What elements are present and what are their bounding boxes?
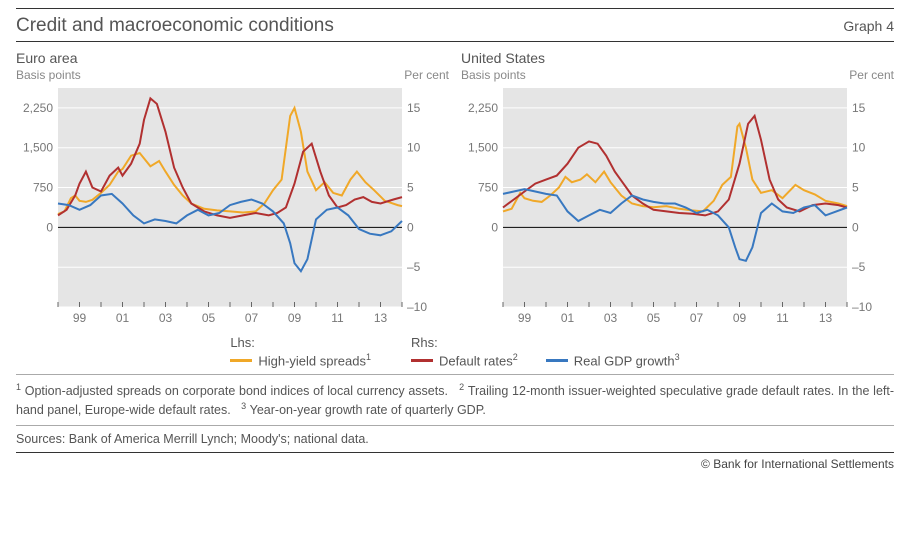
chart: 990103050709111307501,5002,250–10–505101… — [461, 84, 881, 329]
svg-text:03: 03 — [604, 311, 618, 325]
svg-text:09: 09 — [733, 311, 747, 325]
svg-text:–5: –5 — [407, 260, 421, 274]
attribution: © Bank for International Settlements — [16, 452, 894, 471]
svg-text:0: 0 — [852, 220, 859, 234]
sources: Sources: Bank of America Merrill Lynch; … — [16, 425, 894, 446]
svg-text:750: 750 — [33, 181, 53, 195]
svg-text:13: 13 — [374, 311, 388, 325]
footnotes: 1 Option-adjusted spreads on corporate b… — [16, 374, 894, 419]
svg-text:2,250: 2,250 — [23, 101, 53, 115]
svg-text:750: 750 — [478, 181, 498, 195]
svg-text:–10: –10 — [852, 300, 872, 314]
title-row: Credit and macroeconomic conditions Grap… — [16, 8, 894, 42]
svg-text:5: 5 — [852, 181, 859, 195]
legend-item-hys: High-yield spreads1 — [230, 352, 371, 368]
svg-text:0: 0 — [491, 220, 498, 234]
svg-text:–10: –10 — [407, 300, 427, 314]
svg-text:5: 5 — [407, 181, 414, 195]
svg-text:10: 10 — [852, 141, 866, 155]
legend-rhs-label: Rhs: — [411, 335, 680, 350]
svg-text:99: 99 — [518, 311, 532, 325]
svg-text:–5: –5 — [852, 260, 866, 274]
swatch-gdp-icon — [546, 359, 568, 362]
svg-text:11: 11 — [331, 311, 344, 325]
legend-lhs-label: Lhs: — [230, 335, 371, 350]
right-axis-label: Per cent — [849, 68, 894, 82]
svg-text:15: 15 — [407, 101, 421, 115]
svg-text:01: 01 — [561, 311, 575, 325]
legend-item-gdp: Real GDP growth3 — [546, 352, 680, 368]
svg-text:11: 11 — [776, 311, 789, 325]
right-axis-label: Per cent — [404, 68, 449, 82]
swatch-hys-icon — [230, 359, 252, 362]
legend-item-def: Default rates2 — [411, 352, 518, 368]
swatch-def-icon — [411, 359, 433, 362]
graph-label: Graph 4 — [843, 18, 894, 34]
svg-text:07: 07 — [690, 311, 704, 325]
panel-title: United States — [461, 50, 894, 66]
svg-text:13: 13 — [819, 311, 833, 325]
legend: Lhs: High-yield spreads1 Rhs: Default ra… — [16, 335, 894, 368]
svg-text:03: 03 — [159, 311, 173, 325]
panel-title: Euro area — [16, 50, 449, 66]
svg-text:05: 05 — [202, 311, 216, 325]
svg-text:99: 99 — [73, 311, 87, 325]
svg-text:2,250: 2,250 — [468, 101, 498, 115]
main-title: Credit and macroeconomic conditions — [16, 15, 334, 37]
svg-text:01: 01 — [116, 311, 130, 325]
svg-text:10: 10 — [407, 141, 421, 155]
left-axis-label: Basis points — [461, 68, 526, 82]
left-axis-label: Basis points — [16, 68, 81, 82]
panels: Euro areaBasis pointsPer cent99010305070… — [16, 50, 894, 329]
svg-text:07: 07 — [245, 311, 259, 325]
svg-text:1,500: 1,500 — [23, 141, 53, 155]
svg-text:0: 0 — [46, 220, 53, 234]
svg-text:0: 0 — [407, 220, 414, 234]
svg-text:09: 09 — [288, 311, 302, 325]
svg-text:05: 05 — [647, 311, 661, 325]
svg-text:15: 15 — [852, 101, 866, 115]
svg-text:1,500: 1,500 — [468, 141, 498, 155]
chart: 990103050709111307501,5002,250–10–505101… — [16, 84, 436, 329]
